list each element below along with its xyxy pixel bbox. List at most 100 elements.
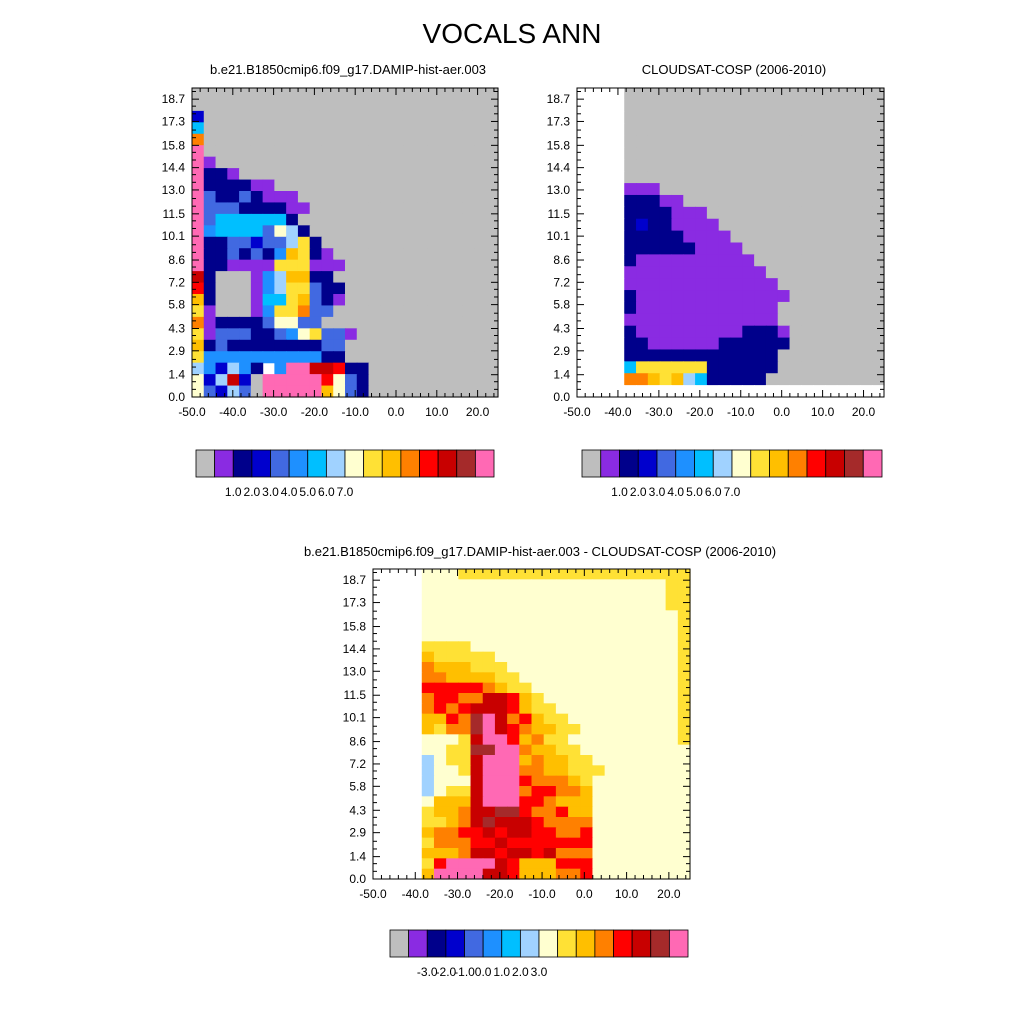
heatmap-cell bbox=[421, 786, 435, 797]
heatmap-cell bbox=[385, 817, 398, 828]
heatmap-cell bbox=[215, 156, 228, 169]
heatmap-cell bbox=[531, 703, 545, 715]
heatmap-cell bbox=[754, 290, 767, 303]
heatmap-cell bbox=[309, 362, 323, 375]
heatmap-cell bbox=[600, 147, 614, 160]
heatmap-cell bbox=[203, 88, 217, 101]
heatmap-cell bbox=[742, 147, 755, 160]
heatmap-cell bbox=[227, 385, 240, 398]
heatmap-cell bbox=[482, 796, 496, 808]
heatmap-cell bbox=[421, 724, 435, 735]
heatmap-cell bbox=[683, 349, 696, 362]
heatmap-cell bbox=[555, 827, 569, 839]
heatmap-cell bbox=[403, 99, 417, 112]
heatmap-cell bbox=[321, 294, 334, 307]
heatmap-cell bbox=[801, 111, 814, 125]
heatmap-cell bbox=[409, 641, 423, 653]
heatmap-cell bbox=[392, 168, 405, 181]
heatmap-cell bbox=[695, 123, 708, 137]
heatmap-cell bbox=[392, 385, 405, 398]
heatmap-cell bbox=[588, 147, 602, 160]
heatmap-cell bbox=[486, 316, 499, 329]
heatmap-cell bbox=[813, 218, 826, 232]
heatmap-cell bbox=[695, 218, 708, 232]
heatmap-cell bbox=[392, 305, 405, 318]
heatmap-cell bbox=[368, 122, 381, 135]
heatmap-cell bbox=[215, 225, 228, 238]
heatmap-cell bbox=[588, 194, 602, 208]
heatmap-cell bbox=[600, 194, 614, 208]
heatmap-cell bbox=[629, 703, 642, 715]
heatmap-cell bbox=[239, 259, 252, 272]
heatmap-cell bbox=[439, 88, 452, 101]
heatmap-cell bbox=[215, 339, 228, 352]
heatmap-cell bbox=[636, 325, 649, 339]
heatmap-cell bbox=[368, 316, 381, 329]
heatmap-cell bbox=[427, 294, 440, 307]
heatmap-cell bbox=[765, 313, 779, 327]
heatmap-cell bbox=[612, 147, 625, 160]
heatmap-cell bbox=[446, 744, 459, 756]
heatmap-cell bbox=[665, 703, 679, 715]
heatmap-cell bbox=[665, 734, 679, 746]
heatmap-cell bbox=[427, 145, 440, 158]
heatmap-cell bbox=[356, 374, 370, 387]
heatmap-cell bbox=[458, 693, 472, 704]
heatmap-cell bbox=[433, 786, 447, 797]
heatmap-cell bbox=[730, 99, 743, 113]
y-tick-label: 2.9 bbox=[349, 826, 366, 840]
heatmap-cell bbox=[403, 156, 417, 169]
heatmap-cell bbox=[380, 145, 393, 158]
heatmap-cell bbox=[262, 110, 275, 123]
y-tick-label: 13.0 bbox=[162, 183, 186, 197]
heatmap-cell bbox=[718, 301, 732, 315]
colorbar-swatch bbox=[631, 929, 652, 958]
heatmap-cell bbox=[671, 111, 684, 125]
heatmap-cell bbox=[577, 373, 590, 386]
heatmap-cell bbox=[421, 734, 435, 746]
heatmap-cell bbox=[647, 313, 661, 327]
heatmap-cell bbox=[836, 159, 850, 172]
heatmap-cell bbox=[368, 271, 381, 284]
heatmap-cell bbox=[403, 145, 417, 158]
heatmap-cell bbox=[446, 806, 459, 818]
heatmap-cell bbox=[653, 579, 667, 591]
heatmap-cell bbox=[227, 156, 240, 169]
heatmap-cell bbox=[671, 313, 684, 327]
heatmap-cell bbox=[474, 110, 487, 123]
heatmap-cell bbox=[421, 796, 435, 808]
x-tick-label: 0.0 bbox=[388, 405, 405, 419]
heatmap-cell bbox=[677, 817, 691, 828]
heatmap-cell bbox=[653, 620, 667, 632]
heatmap-cell bbox=[789, 337, 802, 351]
colorbar-swatch bbox=[325, 449, 346, 478]
heatmap-cell bbox=[373, 703, 386, 715]
heatmap-cell bbox=[531, 589, 545, 601]
heatmap-cell bbox=[580, 796, 594, 808]
heatmap-cell bbox=[777, 373, 791, 386]
heatmap-cell bbox=[380, 168, 393, 181]
heatmap-cell bbox=[203, 294, 217, 307]
heatmap-cell bbox=[742, 171, 755, 184]
heatmap-cell bbox=[286, 202, 299, 215]
heatmap-cell bbox=[297, 202, 311, 215]
heatmap-cell bbox=[470, 600, 484, 611]
heatmap-cell bbox=[494, 765, 508, 777]
heatmap-cell bbox=[592, 713, 606, 725]
heatmap-cell bbox=[718, 159, 732, 172]
heatmap-cell bbox=[604, 817, 618, 828]
heatmap-cell bbox=[836, 242, 850, 255]
heatmap-cell bbox=[297, 351, 311, 364]
heatmap-cell bbox=[427, 282, 440, 295]
heatmap-cell bbox=[765, 373, 779, 386]
heatmap-cell bbox=[250, 259, 264, 272]
heatmap-cell bbox=[250, 213, 264, 226]
heatmap-cell bbox=[588, 218, 602, 232]
heatmap-cell bbox=[813, 171, 826, 184]
heatmap-cell bbox=[665, 579, 679, 591]
heatmap-cell bbox=[203, 145, 217, 158]
heatmap-cell bbox=[227, 362, 240, 375]
heatmap-cell bbox=[742, 194, 755, 208]
heatmap-cell bbox=[385, 806, 398, 818]
heatmap-cell bbox=[494, 734, 508, 746]
